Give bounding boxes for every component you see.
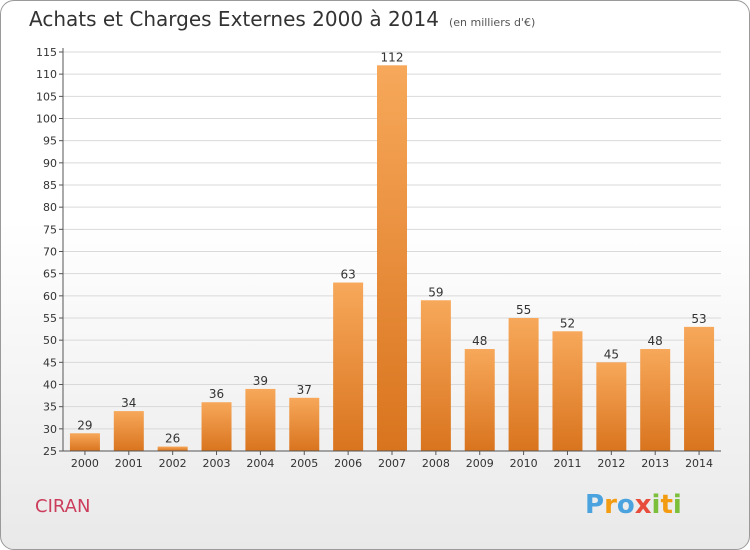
bar [640,349,671,451]
y-tick-label: 80 [43,201,57,214]
x-tick-label: 2006 [334,457,362,470]
y-tick-label: 70 [43,246,57,259]
bar [552,331,583,451]
logo-letter: t [660,490,673,520]
x-tick-label: 2012 [597,457,625,470]
y-tick-label: 45 [43,356,57,369]
x-tick-label: 2014 [685,457,713,470]
chart-title: Achats et Charges Externes 2000 à 2014 (e… [29,7,535,31]
data-label: 39 [253,374,268,388]
data-label: 52 [560,316,575,330]
bar [420,300,451,451]
data-label: 55 [516,303,531,317]
y-tick-label: 100 [36,113,57,126]
bar [69,433,100,451]
bar [201,402,232,451]
bar [113,411,144,451]
x-tick-label: 2009 [466,457,494,470]
town-name: CIRAN [35,496,91,517]
data-label: 45 [604,347,619,361]
y-tick-label: 90 [43,157,57,170]
logo-letter: r [604,490,617,520]
x-tick-label: 2001 [115,457,143,470]
y-tick-label: 50 [43,334,57,347]
bar [684,326,715,451]
chart-subtitle: (en milliers d'€) [448,16,536,29]
bar [333,282,364,451]
data-label: 48 [648,334,663,348]
y-tick-label: 110 [36,68,57,81]
y-tick-label: 85 [43,179,57,192]
y-tick-label: 60 [43,290,57,303]
x-tick-label: 2005 [290,457,318,470]
y-tick-label: 105 [36,90,57,103]
data-label: 63 [340,268,355,282]
y-tick-label: 95 [43,135,57,148]
bar [157,446,188,451]
logo-letter: o [616,490,635,520]
bar [289,397,320,451]
y-tick-label: 55 [43,312,57,325]
proxiti-logo[interactable]: Proxiti [585,490,682,520]
y-tick-label: 35 [43,401,57,414]
bar [596,362,627,451]
x-tick-label: 2003 [203,457,231,470]
data-label: 53 [691,312,706,326]
y-tick-label: 75 [43,223,57,236]
logo-letter: i [672,490,682,520]
data-label: 26 [165,432,180,446]
logo-letter: P [585,490,605,520]
y-tick-label: 40 [43,379,57,392]
y-tick-label: 25 [43,445,57,458]
data-label: 112 [381,50,404,64]
data-label: 36 [209,387,224,401]
data-label: 59 [428,285,443,299]
bar [464,349,495,451]
data-label: 29 [77,418,92,432]
chart-title-text: Achats et Charges Externes 2000 à 2014 [29,7,439,31]
x-tick-label: 2000 [71,457,99,470]
y-tick-label: 30 [43,423,57,436]
x-tick-label: 2002 [159,457,187,470]
bar [245,388,276,451]
logo-letter: x [634,490,652,520]
logo-letter: i [651,490,661,520]
data-label: 48 [472,334,487,348]
x-tick-label: 2004 [246,457,274,470]
bar [508,318,539,451]
data-label: 37 [297,383,312,397]
data-label: 34 [121,396,136,410]
x-tick-label: 2007 [378,457,406,470]
bar [377,65,407,452]
x-tick-label: 2013 [641,457,669,470]
x-tick-label: 2011 [553,457,581,470]
y-tick-label: 65 [43,268,57,281]
x-tick-label: 2008 [422,457,450,470]
x-tick-label: 2010 [510,457,538,470]
y-tick-label: 115 [36,46,57,59]
